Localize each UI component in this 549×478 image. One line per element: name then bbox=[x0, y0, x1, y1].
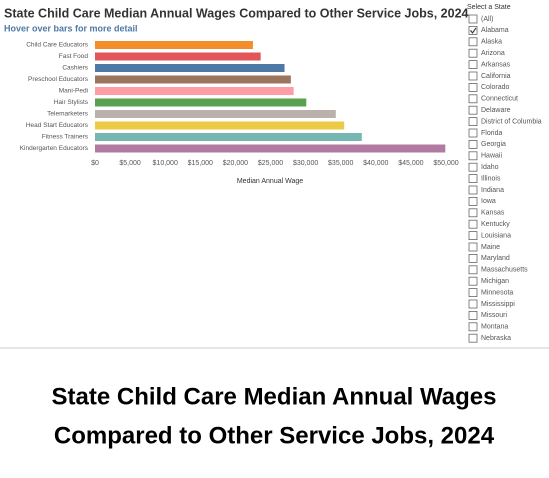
chart-title: State Child Care Median Annual Wages Com… bbox=[4, 6, 469, 20]
caption-line: State Child Care Median Annual Wages bbox=[52, 383, 497, 410]
filter-option[interactable]: Nebraska bbox=[481, 335, 511, 342]
filter-option[interactable]: Mississippi bbox=[481, 301, 515, 308]
y-tick-label: Cashiers bbox=[62, 65, 88, 72]
caption-line: Compared to Other Service Jobs, 2024 bbox=[54, 422, 495, 449]
filter-option[interactable]: District of Columbia bbox=[481, 118, 542, 125]
filter-option[interactable]: Maine bbox=[481, 244, 500, 251]
checkbox[interactable] bbox=[468, 242, 478, 252]
y-tick-label: Child Care Educators bbox=[26, 42, 89, 49]
chart-subtitle: Hover over bars for more detail bbox=[4, 23, 138, 33]
filter-option[interactable]: Florida bbox=[481, 130, 503, 137]
checkbox[interactable] bbox=[468, 333, 478, 343]
filter-title: Select a State bbox=[467, 4, 511, 11]
filter-option[interactable]: Hawaii bbox=[481, 153, 502, 160]
checkbox[interactable] bbox=[468, 162, 478, 172]
y-tick-label: Hair Stylists bbox=[54, 99, 89, 106]
checkbox[interactable] bbox=[468, 219, 478, 229]
x-tick-label: $0 bbox=[91, 160, 99, 167]
filter-option[interactable]: Idaho bbox=[481, 164, 499, 171]
x-tick-label: $50,000 bbox=[433, 160, 458, 167]
checkbox[interactable] bbox=[468, 14, 478, 24]
x-tick-label: $5,000 bbox=[119, 160, 141, 167]
filter-option[interactable]: Michigan bbox=[481, 278, 509, 285]
filter-option[interactable]: Indiana bbox=[481, 187, 504, 194]
bar[interactable] bbox=[95, 52, 261, 61]
checkmark bbox=[470, 27, 477, 34]
filter-option[interactable]: Alabama bbox=[481, 27, 509, 34]
filter-option[interactable]: Minnesota bbox=[481, 289, 513, 296]
filter-option[interactable]: Alaska bbox=[481, 39, 502, 46]
checkbox[interactable] bbox=[468, 60, 478, 69]
y-tick-label: Mani-Pedi bbox=[59, 88, 88, 95]
bar[interactable] bbox=[95, 144, 446, 153]
y-tick-label: Preschool Educators bbox=[28, 76, 89, 83]
filter-option[interactable]: Louisiana bbox=[481, 232, 511, 239]
checkbox[interactable] bbox=[468, 174, 478, 184]
checkbox[interactable] bbox=[468, 265, 478, 275]
filter-option[interactable]: Georgia bbox=[481, 141, 506, 148]
checkbox[interactable] bbox=[468, 299, 478, 309]
x-tick-label: $10,000 bbox=[153, 160, 178, 167]
checkbox[interactable] bbox=[468, 94, 478, 104]
y-tick-label: Head Start Educators bbox=[26, 122, 89, 129]
bar[interactable] bbox=[95, 121, 345, 130]
x-tick-label: $20,000 bbox=[223, 160, 248, 167]
checkbox[interactable] bbox=[468, 231, 478, 241]
checkbox[interactable] bbox=[468, 310, 478, 320]
filter-option[interactable]: Maryland bbox=[481, 255, 510, 262]
filter-option[interactable]: Colorado bbox=[481, 84, 510, 91]
filter-option[interactable]: California bbox=[481, 73, 511, 80]
checkbox[interactable] bbox=[468, 151, 478, 161]
checkbox[interactable] bbox=[468, 83, 478, 92]
checkbox[interactable] bbox=[468, 117, 478, 126]
filter-option[interactable]: Kentucky bbox=[481, 221, 510, 228]
x-tick-label: $35,000 bbox=[328, 160, 353, 167]
bar[interactable] bbox=[95, 133, 362, 141]
dashboard bbox=[0, 0, 549, 348]
checkbox[interactable] bbox=[468, 48, 478, 58]
checkbox[interactable] bbox=[468, 208, 478, 218]
x-axis-label: Median Annual Wage bbox=[237, 178, 303, 185]
checkbox[interactable] bbox=[468, 253, 478, 263]
x-tick-label: $25,000 bbox=[258, 160, 283, 167]
filter-option[interactable]: Montana bbox=[481, 324, 508, 331]
filter-option[interactable]: Arizona bbox=[481, 50, 505, 57]
checkbox[interactable] bbox=[468, 288, 478, 298]
filter-option[interactable]: Arkansas bbox=[481, 61, 511, 68]
filter-option[interactable]: Massachusetts bbox=[481, 267, 528, 274]
x-tick-label: $45,000 bbox=[398, 160, 423, 167]
y-tick-label: Fitness Trainers bbox=[42, 134, 89, 141]
checkbox[interactable] bbox=[468, 139, 478, 149]
bar[interactable] bbox=[95, 87, 294, 95]
x-tick-label: $30,000 bbox=[293, 160, 318, 167]
bar[interactable] bbox=[95, 110, 336, 118]
checkbox[interactable] bbox=[468, 128, 478, 138]
filter-option[interactable]: Missouri bbox=[481, 312, 508, 319]
checkbox[interactable] bbox=[468, 25, 478, 35]
bar[interactable] bbox=[95, 98, 307, 107]
filter-option[interactable]: Connecticut bbox=[481, 96, 518, 103]
filter-option[interactable]: (All) bbox=[481, 16, 493, 23]
bar[interactable] bbox=[95, 41, 253, 49]
filter-option[interactable]: Kansas bbox=[481, 210, 505, 217]
checkbox[interactable] bbox=[468, 37, 478, 47]
checkbox[interactable] bbox=[468, 185, 478, 195]
checkbox[interactable] bbox=[468, 322, 478, 332]
checkbox[interactable] bbox=[468, 196, 478, 206]
x-tick-label: $15,000 bbox=[188, 160, 213, 167]
y-tick-label: Kindergarten Educators bbox=[20, 145, 89, 152]
checkbox[interactable] bbox=[468, 71, 478, 81]
checkbox[interactable] bbox=[468, 105, 478, 115]
y-tick-label: Telemarketers bbox=[47, 111, 89, 118]
checkbox[interactable] bbox=[468, 276, 478, 286]
filter-option[interactable]: Illinois bbox=[481, 175, 501, 182]
filter-option[interactable]: Iowa bbox=[481, 198, 496, 205]
bar[interactable] bbox=[95, 64, 285, 72]
y-tick-label: Fast Food bbox=[59, 53, 89, 60]
filter-option[interactable]: Delaware bbox=[481, 107, 511, 114]
x-tick-label: $40,000 bbox=[363, 160, 388, 167]
bar[interactable] bbox=[95, 75, 291, 84]
